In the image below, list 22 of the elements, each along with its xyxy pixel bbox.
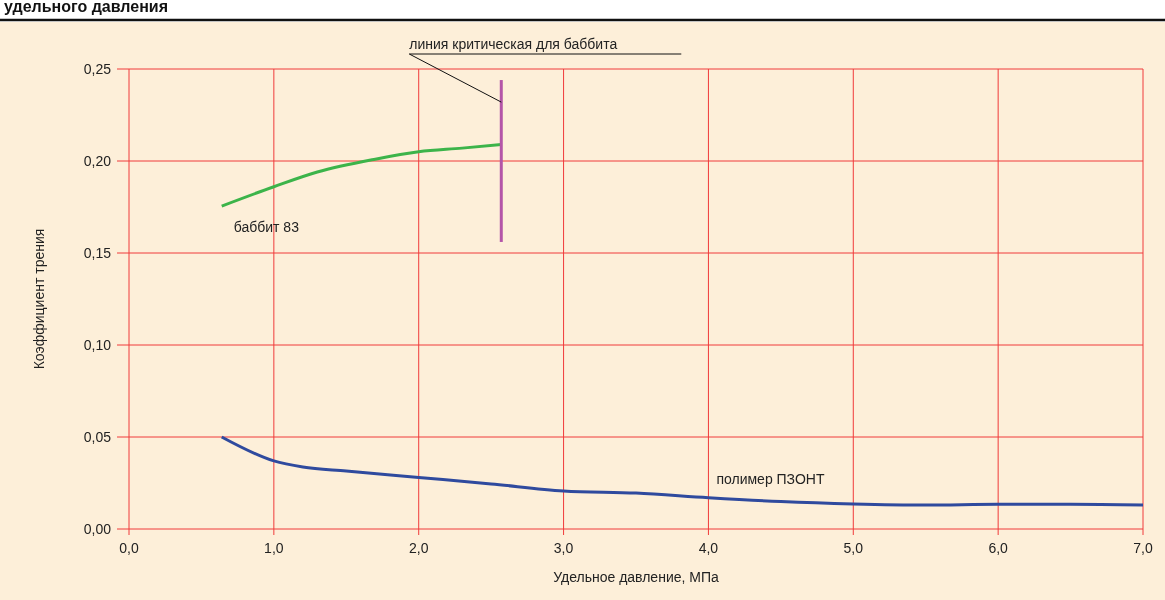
y-axis-title: Коэффициент трения	[31, 228, 47, 370]
y-tick-label: 0,10	[83, 337, 112, 353]
x-tick-label: 3,0	[553, 540, 574, 556]
x-tick-label: 1,0	[264, 540, 284, 556]
y-tick-label: 0,05	[83, 429, 112, 445]
chart-title: удельного давления	[4, 0, 169, 15]
x-tick-label: 7,0	[1133, 540, 1153, 556]
series-label: полимер ПЗОНТ	[716, 470, 825, 487]
x-tick-label: 0,0	[119, 540, 139, 556]
y-tick-label: 0,20	[83, 153, 112, 169]
annotation: линия критическая для баббита	[409, 36, 618, 52]
series-label: баббит 83	[233, 219, 300, 236]
x-axis-title: Удельное давление, МПа	[553, 569, 720, 585]
y-tick-label: 0,25	[83, 61, 112, 77]
x-tick-label: 6,0	[988, 540, 1009, 556]
x-tick-label: 5,0	[843, 540, 864, 556]
line-series	[220, 142, 503, 208]
x-tick-label: 2,0	[408, 540, 429, 556]
line-series	[220, 435, 1145, 507]
y-tick-label: 0,15	[83, 245, 112, 261]
x-tick-label: 4,0	[698, 540, 719, 556]
y-tick-label: 0,00	[83, 521, 112, 537]
